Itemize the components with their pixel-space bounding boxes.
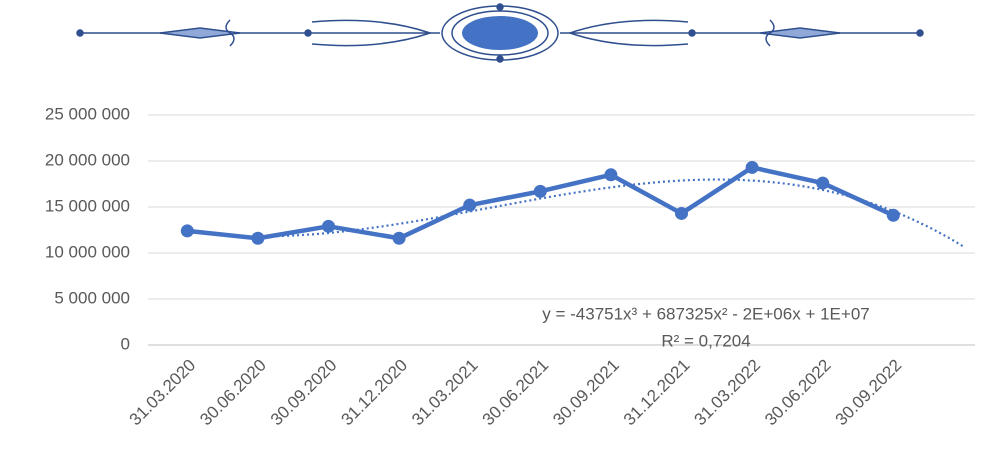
marker [533, 184, 547, 198]
series-line [187, 165, 895, 241]
trendline [187, 178, 965, 248]
trendline-label: R² = 0,7204 [661, 331, 750, 350]
marker [463, 198, 477, 212]
y-tick-label: 10 000 000 [45, 242, 130, 261]
x-tick-label: 30.06.2021 [479, 356, 553, 430]
x-tick-label: 31.03.2022 [690, 356, 764, 430]
marker [251, 231, 265, 245]
ornament [76, 3, 924, 63]
y-tick-label: 15 000 000 [45, 196, 130, 215]
x-tick-label: 30.09.2022 [832, 356, 906, 430]
marker [745, 160, 759, 174]
y-tick-label: 25 000 000 [45, 104, 130, 123]
y-tick-label: 5 000 000 [54, 288, 130, 307]
x-tick-label: 30.09.2020 [267, 356, 341, 430]
x-tick-label: 31.03.2020 [126, 356, 200, 430]
y-tick-label: 0 [121, 334, 130, 353]
marker [322, 219, 335, 233]
y-tick-label: 20 000 000 [45, 150, 130, 169]
marker [392, 231, 406, 245]
x-tick-label: 31.12.2021 [620, 356, 694, 430]
x-tick-label: 30.09.2021 [549, 356, 623, 430]
marker [180, 224, 194, 238]
x-tick-label: 31.03.2021 [408, 356, 482, 430]
marker [675, 206, 688, 220]
x-tick-label: 30.06.2020 [196, 356, 270, 430]
marker [886, 208, 900, 222]
x-tick-label: 30.06.2022 [761, 356, 835, 430]
marker [604, 168, 618, 182]
marker [816, 176, 830, 190]
trendline-label: y = -43751x³ + 687325x² - 2E+06x + 1E+07 [542, 304, 869, 323]
x-tick-label: 31.12.2020 [337, 356, 411, 430]
